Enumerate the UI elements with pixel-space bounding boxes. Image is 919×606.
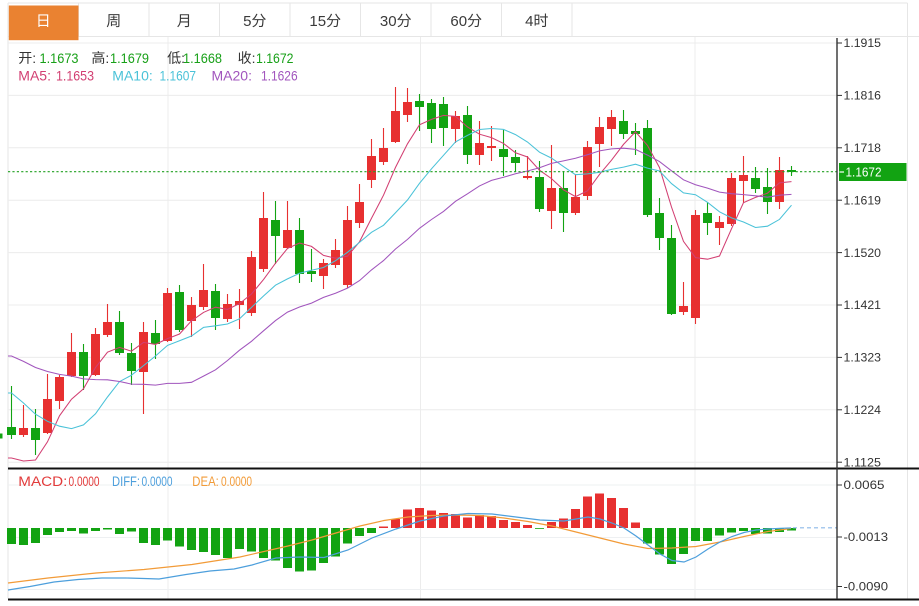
svg-text:1.1626: 1.1626 (261, 67, 298, 83)
svg-text:1.1915: 1.1915 (844, 38, 882, 50)
svg-text:1.1672: 1.1672 (256, 50, 294, 66)
svg-text:DIFF:: DIFF: (112, 474, 140, 489)
svg-text:1.1816: 1.1816 (844, 91, 882, 103)
svg-text:30: 30 (380, 13, 397, 30)
svg-text:15: 15 (309, 13, 326, 30)
svg-text:1.1653: 1.1653 (56, 67, 94, 83)
svg-text:MACD:: MACD: (18, 474, 67, 489)
svg-text:4: 4 (525, 13, 533, 30)
svg-text:1.1224: 1.1224 (844, 405, 882, 417)
svg-text:1.1679: 1.1679 (110, 50, 149, 66)
svg-text::: : (181, 50, 185, 66)
svg-text:-0.0013: -0.0013 (844, 532, 889, 544)
svg-text::: : (105, 50, 109, 66)
svg-text:0.0065: 0.0065 (844, 480, 885, 492)
svg-text:1.1619: 1.1619 (844, 195, 882, 207)
svg-text:MA10:: MA10: (112, 67, 152, 83)
svg-text:-0.0090: -0.0090 (844, 582, 889, 594)
svg-text:0.0000: 0.0000 (221, 474, 252, 489)
svg-text:1.1125: 1.1125 (844, 457, 882, 469)
svg-text:1.1607: 1.1607 (160, 67, 197, 83)
svg-text:60: 60 (450, 13, 467, 30)
svg-text:1.1718: 1.1718 (844, 143, 882, 155)
svg-text:0.0000: 0.0000 (142, 474, 173, 489)
svg-text:MA20:: MA20: (212, 67, 252, 83)
svg-text::: : (252, 50, 256, 66)
svg-text:DEA:: DEA: (192, 474, 219, 489)
svg-text:MA5:: MA5: (18, 67, 51, 83)
svg-text::: : (32, 50, 36, 66)
svg-text:1.1672: 1.1672 (846, 165, 882, 180)
svg-text:1.1421: 1.1421 (844, 300, 882, 312)
svg-text:1.1673: 1.1673 (40, 50, 79, 66)
svg-text:1.1520: 1.1520 (844, 248, 882, 260)
svg-text:1.1668: 1.1668 (183, 50, 222, 66)
svg-text:5: 5 (243, 13, 251, 30)
svg-text:1.1323: 1.1323 (844, 353, 882, 365)
svg-text:0.0000: 0.0000 (69, 474, 100, 489)
